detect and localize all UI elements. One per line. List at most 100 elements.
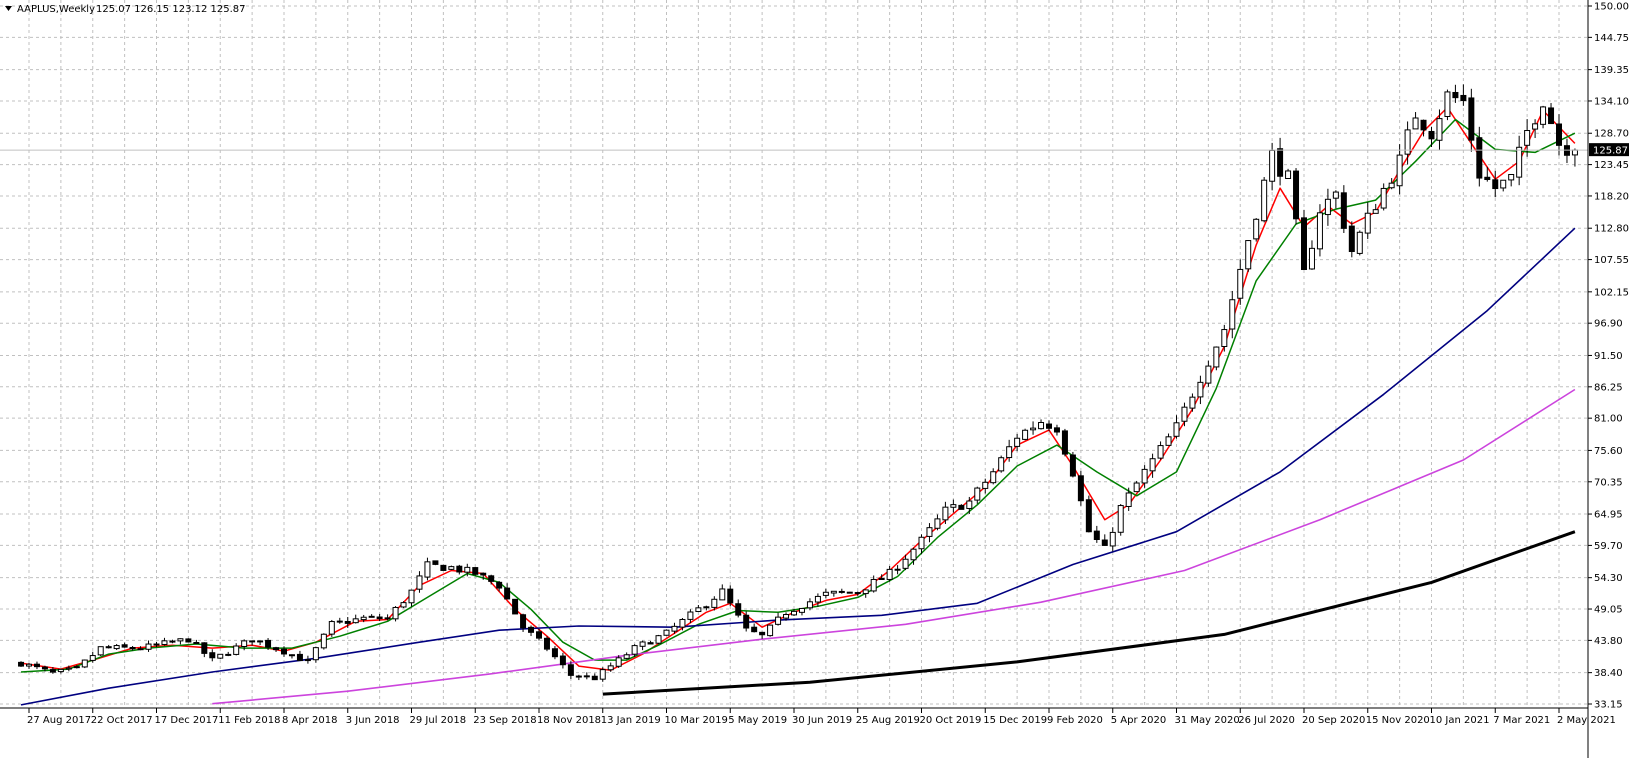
candle-body: [448, 566, 455, 570]
candle: [328, 619, 335, 637]
candle-body: [1364, 212, 1371, 234]
candle: [209, 649, 216, 662]
candle: [599, 667, 606, 682]
last-price-marker: 125.87: [1589, 143, 1629, 157]
candle: [1412, 112, 1419, 130]
x-tick-label: 23 Sep 2018: [473, 715, 536, 726]
candle-body: [1388, 182, 1395, 189]
candle: [448, 565, 455, 571]
candle-body: [862, 589, 869, 595]
candle-body: [1571, 149, 1578, 156]
y-tick-label: 43.80: [1594, 636, 1623, 647]
candle-body: [328, 621, 335, 635]
candle-body: [1061, 430, 1068, 455]
candle-body: [727, 588, 734, 604]
candle: [169, 639, 176, 644]
candle: [137, 646, 144, 651]
candle-body: [719, 588, 726, 601]
last-price-label: 125.87: [1593, 146, 1628, 157]
candle-body: [209, 652, 216, 659]
candle-body: [1476, 137, 1483, 179]
candle: [472, 567, 479, 576]
candle-body: [910, 548, 917, 561]
candle-body: [838, 590, 845, 593]
candle-body: [1532, 123, 1539, 130]
candle-body: [432, 560, 439, 565]
candle: [1221, 324, 1228, 352]
candle-body: [591, 675, 598, 681]
candle-body: [1452, 91, 1459, 99]
candle-body: [1253, 218, 1260, 240]
candle: [273, 646, 280, 652]
candle: [281, 646, 287, 657]
x-tick-label: 18 Nov 2018: [537, 715, 601, 726]
candle-body: [1420, 119, 1427, 131]
candle-body: [137, 648, 144, 651]
candle-body: [1117, 505, 1124, 533]
x-tick-label: 5 May 2019: [728, 715, 787, 726]
candle-body: [703, 606, 710, 609]
candle: [878, 574, 885, 581]
candle: [671, 622, 678, 634]
candle: [798, 607, 805, 616]
candle-body: [281, 648, 287, 655]
candle: [1532, 119, 1539, 138]
candle: [655, 634, 662, 645]
candle: [233, 643, 240, 656]
candle-body: [1141, 468, 1148, 484]
candle-body: [1301, 217, 1307, 271]
y-tick-label: 70.35: [1594, 477, 1623, 488]
candle-body: [567, 664, 574, 676]
candle-body: [1484, 176, 1491, 180]
candle-body: [296, 653, 303, 662]
candle-body: [1014, 437, 1021, 447]
candle-body: [1508, 173, 1515, 181]
candle: [81, 659, 88, 669]
candle-body: [918, 536, 925, 550]
candle: [631, 644, 638, 657]
candle: [1324, 188, 1331, 226]
candle-body: [894, 568, 901, 571]
candle-body: [528, 626, 535, 633]
candle: [440, 564, 447, 571]
x-tick-labels: 27 Aug 2017 22 Oct 2017 17 Dec 2017 11 Feb …: [27, 708, 1616, 726]
y-tick-label: 118.20: [1594, 191, 1629, 202]
x-tick-label: 10 Mar 2019: [665, 715, 728, 726]
candle: [512, 598, 519, 615]
candle-body: [655, 635, 662, 644]
moving-average-line: [602, 530, 1576, 696]
x-tick-label: 27 Aug 2017: [27, 715, 91, 726]
candle-body: [1125, 492, 1132, 507]
x-tick-label: 7 Mar 2021: [1493, 715, 1550, 726]
candle-body: [1492, 179, 1499, 190]
candle-body: [18, 661, 25, 667]
candle-body: [57, 668, 64, 673]
candle: [711, 596, 718, 611]
x-tick-label: 3 Jun 2018: [346, 715, 400, 726]
y-tick-label: 144.75: [1594, 33, 1629, 44]
candle-body: [169, 640, 176, 643]
candle-body: [767, 624, 774, 637]
candle-body: [1213, 346, 1220, 368]
candle-body: [1149, 458, 1156, 472]
y-tick-label: 134.10: [1594, 96, 1629, 107]
grid: [0, 0, 1588, 708]
candle-body: [89, 655, 96, 661]
y-tick-label: 49.05: [1594, 605, 1623, 616]
y-tick-label: 112.80: [1594, 224, 1629, 235]
candle: [1460, 84, 1467, 106]
candle-body: [1077, 475, 1084, 502]
x-tick-label: 26 Jul 2020: [1238, 715, 1295, 726]
candle: [1285, 168, 1292, 180]
candle: [185, 638, 192, 643]
y-tick-label: 91.50: [1594, 351, 1623, 362]
candle: [1109, 527, 1116, 552]
candle: [886, 565, 893, 582]
candle-body: [783, 614, 790, 619]
candle: [384, 614, 391, 621]
candle: [1277, 137, 1284, 186]
candle-body: [320, 633, 327, 649]
candle-body: [711, 598, 718, 608]
